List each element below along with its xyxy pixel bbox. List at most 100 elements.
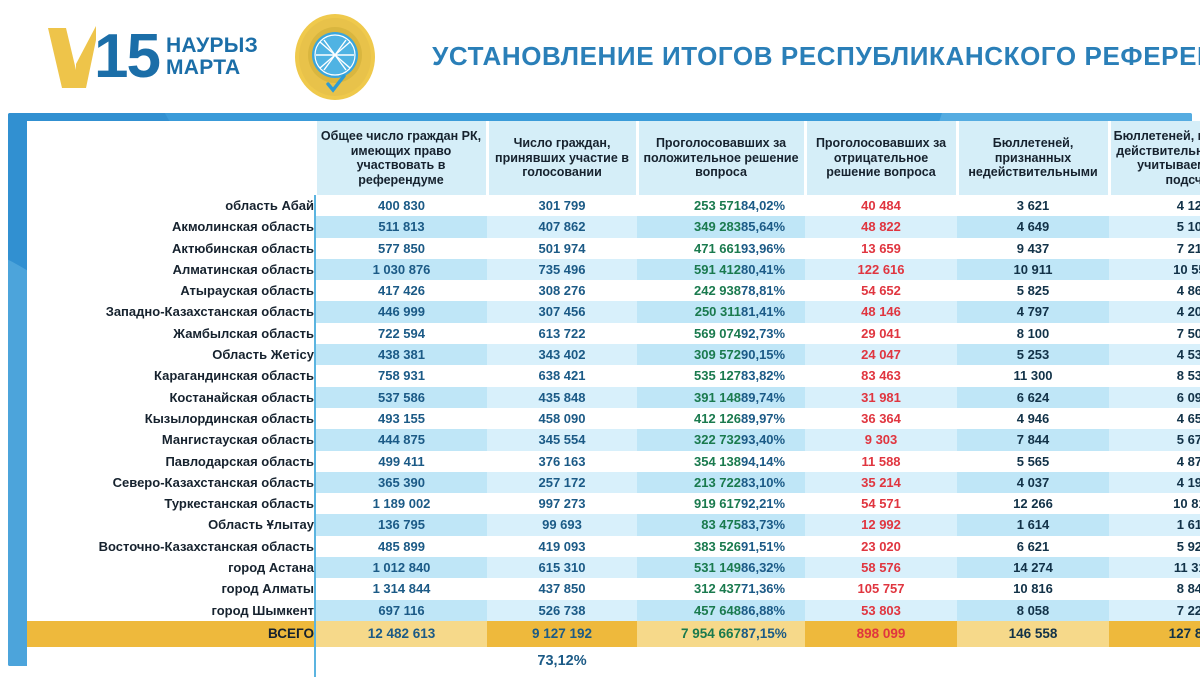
cell-voted-yes: 250 311 [637,301,741,323]
cell-participated: 257 172 [487,471,637,494]
cell-voted-yes-pct: 86,88% [741,599,806,621]
cell-voted-yes: 919 617 [637,493,741,515]
totals-participated: 9 127 192 [487,620,637,647]
cell-not-counted: 7 217 [1109,237,1200,259]
cell-not-counted: 5 675 [1109,429,1200,451]
cell-voted-no: 36 364 [805,407,958,430]
cell-voted-no: 9 303 [805,429,958,451]
region: Северо-Казахстанская область [27,471,316,494]
column-header-voted-yes: Проголосовавших за положительное решение… [635,121,806,195]
results-table-container: Общее число граждан РК, имеющих право уч… [27,121,1200,677]
turnout-row-spacer-2 [315,646,487,677]
cell-voted-yes-pct: 85,64% [741,216,806,238]
totals-invalid: 146 558 [957,620,1110,647]
cell-invalid: 4 037 [957,471,1110,494]
cell-not-counted: 10 819 [1109,493,1200,515]
cell-voted-yes-pct: 86,32% [741,557,806,579]
turnout-row: 73,12% [27,646,1200,677]
cell-voted-yes: 471 661 [637,237,741,259]
cell-voted-no: 54 652 [805,280,958,302]
turnout-row-spacer-3 [637,646,1200,677]
cell-participated: 526 738 [487,599,637,621]
cell-participated: 345 554 [487,429,637,451]
table-row: город Астана 1 012 840 615 310 531 149 86,32… [27,557,1200,579]
cell-not-counted: 5 108 [1109,216,1200,238]
cell-participated: 307 456 [487,301,637,323]
cell-not-counted: 8 531 [1109,365,1200,387]
cell-voted-yes-pct: 78,81% [741,280,806,302]
cell-voted-no: 23 020 [805,535,958,558]
table-header-row: Общее число граждан РК, имеющих право уч… [27,121,1200,195]
cell-invalid: 5 825 [957,280,1110,302]
column-header-valid-not-counted: Бюллетеней, признанных действительными, … [1107,121,1200,195]
cell-voted-yes: 531 149 [637,557,741,579]
cell-invalid: 11 300 [957,365,1110,387]
cell-voted-yes-pct: 92,73% [741,322,806,345]
cell-participated: 419 093 [487,535,637,558]
cell-participated: 308 276 [487,280,637,302]
cell-not-counted: 4 530 [1109,344,1200,366]
cell-voted-no: 12 992 [805,514,958,536]
table-row: город Алматы 1 314 844 437 850 312 437 71,36… [27,578,1200,600]
region: город Астана [27,557,316,579]
table-row: Западно-Казахстанская область 446 999 307 … [27,301,1200,323]
region: Актюбинская область [27,237,316,259]
cell-total-eligible: 537 586 [315,386,487,408]
cell-not-counted: 4 872 [1109,450,1200,472]
cell-voted-yes: 253 571 [637,195,741,217]
region: область Абай [27,195,316,217]
table-row: Акмолинская область 511 813 407 862 349 283… [27,216,1200,238]
logo-month-kk: НАУРЫЗ [165,33,259,57]
cell-voted-yes-pct: 84,02% [741,195,806,217]
cell-voted-yes: 312 437 [637,578,741,600]
cell-voted-yes: 591 412 [637,258,741,281]
cell-invalid: 3 621 [957,195,1110,217]
cell-invalid: 1 614 [957,514,1110,536]
cell-participated: 376 163 [487,450,637,472]
cell-voted-no: 53 803 [805,599,958,621]
cell-voted-yes: 383 526 [637,535,741,558]
cell-invalid: 5 253 [957,344,1110,366]
cell-not-counted: 4 654 [1109,407,1200,430]
turnout-percentage: 73,12% [487,646,637,677]
table-row: Костанайская область 537 586 435 848 391 14… [27,386,1200,408]
cell-voted-yes: 349 283 [637,216,741,238]
column-header-region [27,121,315,195]
region: Кызылординская область [27,407,316,430]
cell-voted-yes: 354 138 [637,450,741,472]
region: Область Жетісу [27,344,316,366]
cell-total-eligible: 493 155 [315,407,487,430]
referendum-date-logo: 15 НАУРЫЗ МАРТА [46,21,258,93]
cell-voted-no: 29 041 [805,322,958,345]
cell-voted-no: 48 822 [805,216,958,238]
region: Мангистауская область [27,429,316,451]
cell-invalid: 8 058 [957,599,1110,621]
cell-participated: 997 273 [487,493,637,515]
region: Акмолинская область [27,216,316,238]
cell-voted-yes-pct: 90,15% [741,344,806,366]
cell-total-eligible: 1 030 876 [315,258,487,281]
logo-number: 15 [94,21,161,91]
cell-participated: 437 850 [487,578,637,600]
region: Костанайская область [27,386,316,408]
table-row: Карагандинская область 758 931 638 421 535 … [27,365,1200,387]
logo-month-ru: МАРТА [165,55,241,79]
totals-voted-yes-pct: 87,15% [741,620,806,647]
cell-voted-no: 122 616 [805,258,958,281]
cell-invalid: 14 274 [957,557,1110,579]
cell-participated: 435 848 [487,386,637,408]
table-row: Атырауская область 417 426 308 276 242 938 7… [27,280,1200,302]
cell-total-eligible: 697 116 [315,599,487,621]
cell-total-eligible: 758 931 [315,365,487,387]
cell-voted-no: 54 571 [805,493,958,515]
table-row: Туркестанская область 1 189 002 997 273 919… [27,493,1200,515]
cell-voted-yes-pct: 92,21% [741,493,806,515]
cell-total-eligible: 446 999 [315,301,487,323]
cell-total-eligible: 511 813 [315,216,487,238]
region: Восточно-Казахстанская область [27,535,316,558]
cell-invalid: 10 911 [957,258,1110,281]
cell-invalid: 10 816 [957,578,1110,600]
cell-total-eligible: 136 795 [315,514,487,536]
region: Павлодарская область [27,450,316,472]
cell-participated: 301 799 [487,195,637,217]
